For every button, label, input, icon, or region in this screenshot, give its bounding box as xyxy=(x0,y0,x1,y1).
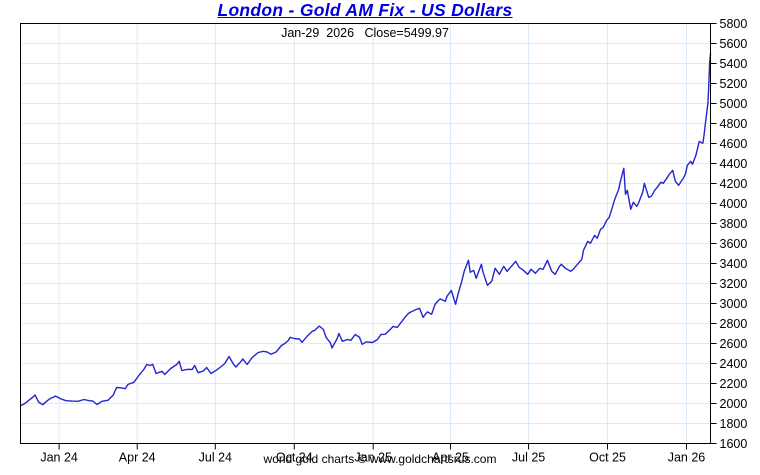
y-tick-label: 1600 xyxy=(720,437,748,451)
x-tick-label: Oct 25 xyxy=(589,451,626,465)
x-tick-label: Jan 26 xyxy=(668,451,706,465)
x-tick-label: Jan 25 xyxy=(354,451,392,465)
price-line xyxy=(19,52,712,407)
y-tick-label: 5800 xyxy=(720,17,748,31)
y-tick-label: 3600 xyxy=(720,237,748,251)
chart-subtitle: Jan-29 2026 Close=5499.97 xyxy=(281,26,449,40)
y-tick-label: 3400 xyxy=(720,257,748,271)
plot-border xyxy=(20,23,711,444)
y-tick-label: 5600 xyxy=(720,37,748,51)
x-tick-label: Jan 24 xyxy=(40,451,78,465)
y-tick-label: 2800 xyxy=(720,317,748,331)
y-tick-label: 2400 xyxy=(720,357,748,371)
y-tick-label: 4400 xyxy=(720,157,748,171)
y-tick-label: 3000 xyxy=(720,297,748,311)
y-tick-label: 2600 xyxy=(720,337,748,351)
y-tick-label: 3200 xyxy=(720,277,748,291)
y-tick-label: 4200 xyxy=(720,177,748,191)
y-tick-label: 4000 xyxy=(720,197,748,211)
y-tick-label: 2000 xyxy=(720,397,748,411)
x-tick-label: Jul 25 xyxy=(512,451,545,465)
y-tick-label: 1800 xyxy=(720,417,748,431)
x-tick-label: Apr 24 xyxy=(119,451,156,465)
y-tick-label: 5400 xyxy=(720,57,748,71)
chart-title: London - Gold AM Fix - US Dollars xyxy=(217,0,513,20)
x-tick-label: Apr 25 xyxy=(432,451,469,465)
x-tick-label: Jul 24 xyxy=(199,451,232,465)
y-tick-label: 3800 xyxy=(720,217,748,231)
y-tick-label: 2200 xyxy=(720,377,748,391)
y-tick-label: 5200 xyxy=(720,77,748,91)
y-tick-label: 4800 xyxy=(720,117,748,131)
y-tick-label: 4600 xyxy=(720,137,748,151)
y-tick-label: 5000 xyxy=(720,97,748,111)
chart-footer: world gold charts © www.goldchartsrus.co… xyxy=(263,452,497,466)
x-tick-label: Oct 24 xyxy=(276,451,313,465)
